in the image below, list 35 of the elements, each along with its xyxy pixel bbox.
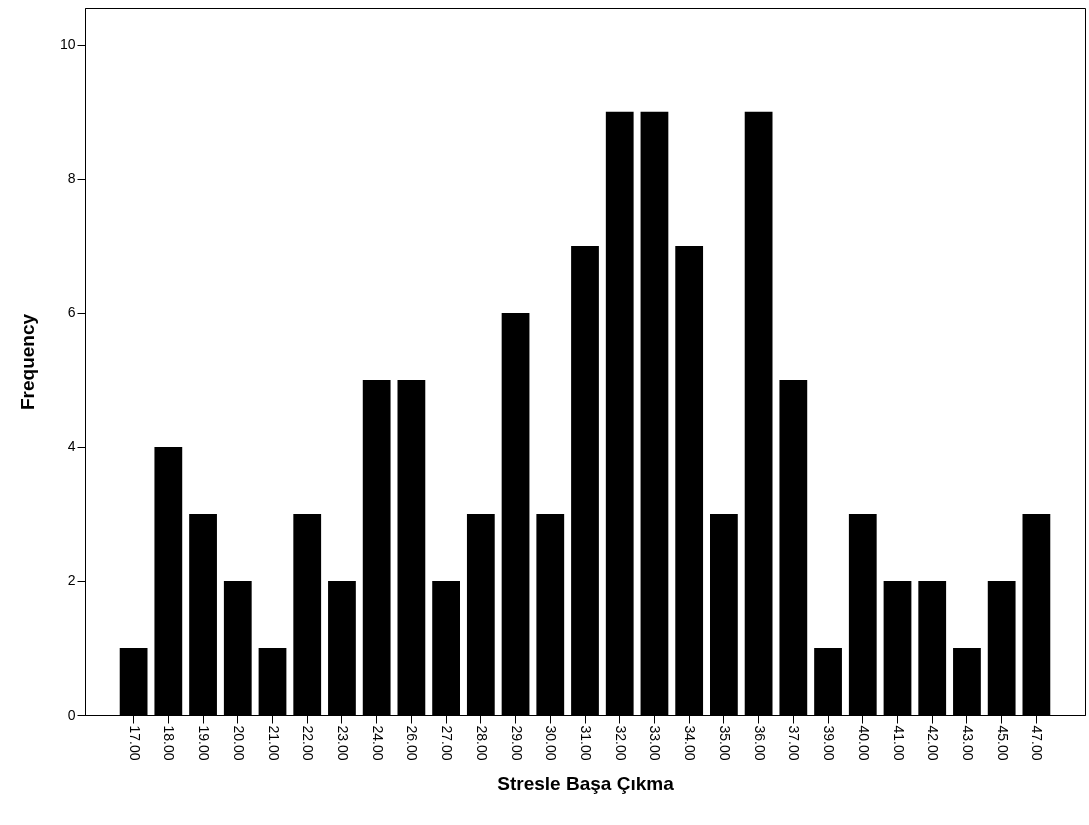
x-tick-label: 20.00 [230,725,247,761]
x-tick-label: 31.00 [578,725,594,761]
x-tick-label: 37.00 [786,725,803,761]
x-tick-label: 32.00 [612,725,629,761]
x-tick-label: 22.00 [300,725,317,761]
x-tick-label: 23.00 [334,725,351,761]
x-tick-label: 17.00 [126,725,143,761]
y-tick-label: 4 [67,438,76,455]
y-tick-label: 6 [67,304,76,321]
x-tick-label: 28.00 [473,725,490,761]
x-tick-label: 36.00 [751,725,768,761]
x-tick-label: 40.00 [855,725,872,761]
x-tick-label: 21.00 [265,725,282,761]
x-tick-label: 19.00 [196,725,213,761]
x-tick-label: 47.00 [1029,725,1046,761]
x-tick-label: 27.00 [439,725,456,761]
x-tick-label: 33.00 [647,725,664,761]
x-tick-label: 26.00 [404,725,421,761]
y-tick-label: 8 [67,170,76,187]
x-tick-label: 34.00 [682,725,699,761]
x-tick-label: 45.00 [994,725,1011,761]
x-tick-label: 43.00 [959,725,976,761]
y-tick-label: 0 [67,706,76,723]
x-tick-label: 24.00 [369,725,386,761]
x-tick-label: 35.00 [716,725,733,761]
y-tick-label: 10 [59,36,76,53]
x-tick-label: 41.00 [890,725,907,761]
y-axis-title: Frequency [16,313,38,411]
x-axis-title: Stresle Başa Çıkma [497,772,675,794]
x-tick-label: 29.00 [508,725,525,761]
y-tick-label: 2 [67,572,76,589]
x-tick-label: 42.00 [925,725,942,761]
x-tick-label: 18.00 [161,725,178,761]
x-tick-label: 39.00 [821,725,838,761]
x-tick-label: 30.00 [543,725,560,761]
